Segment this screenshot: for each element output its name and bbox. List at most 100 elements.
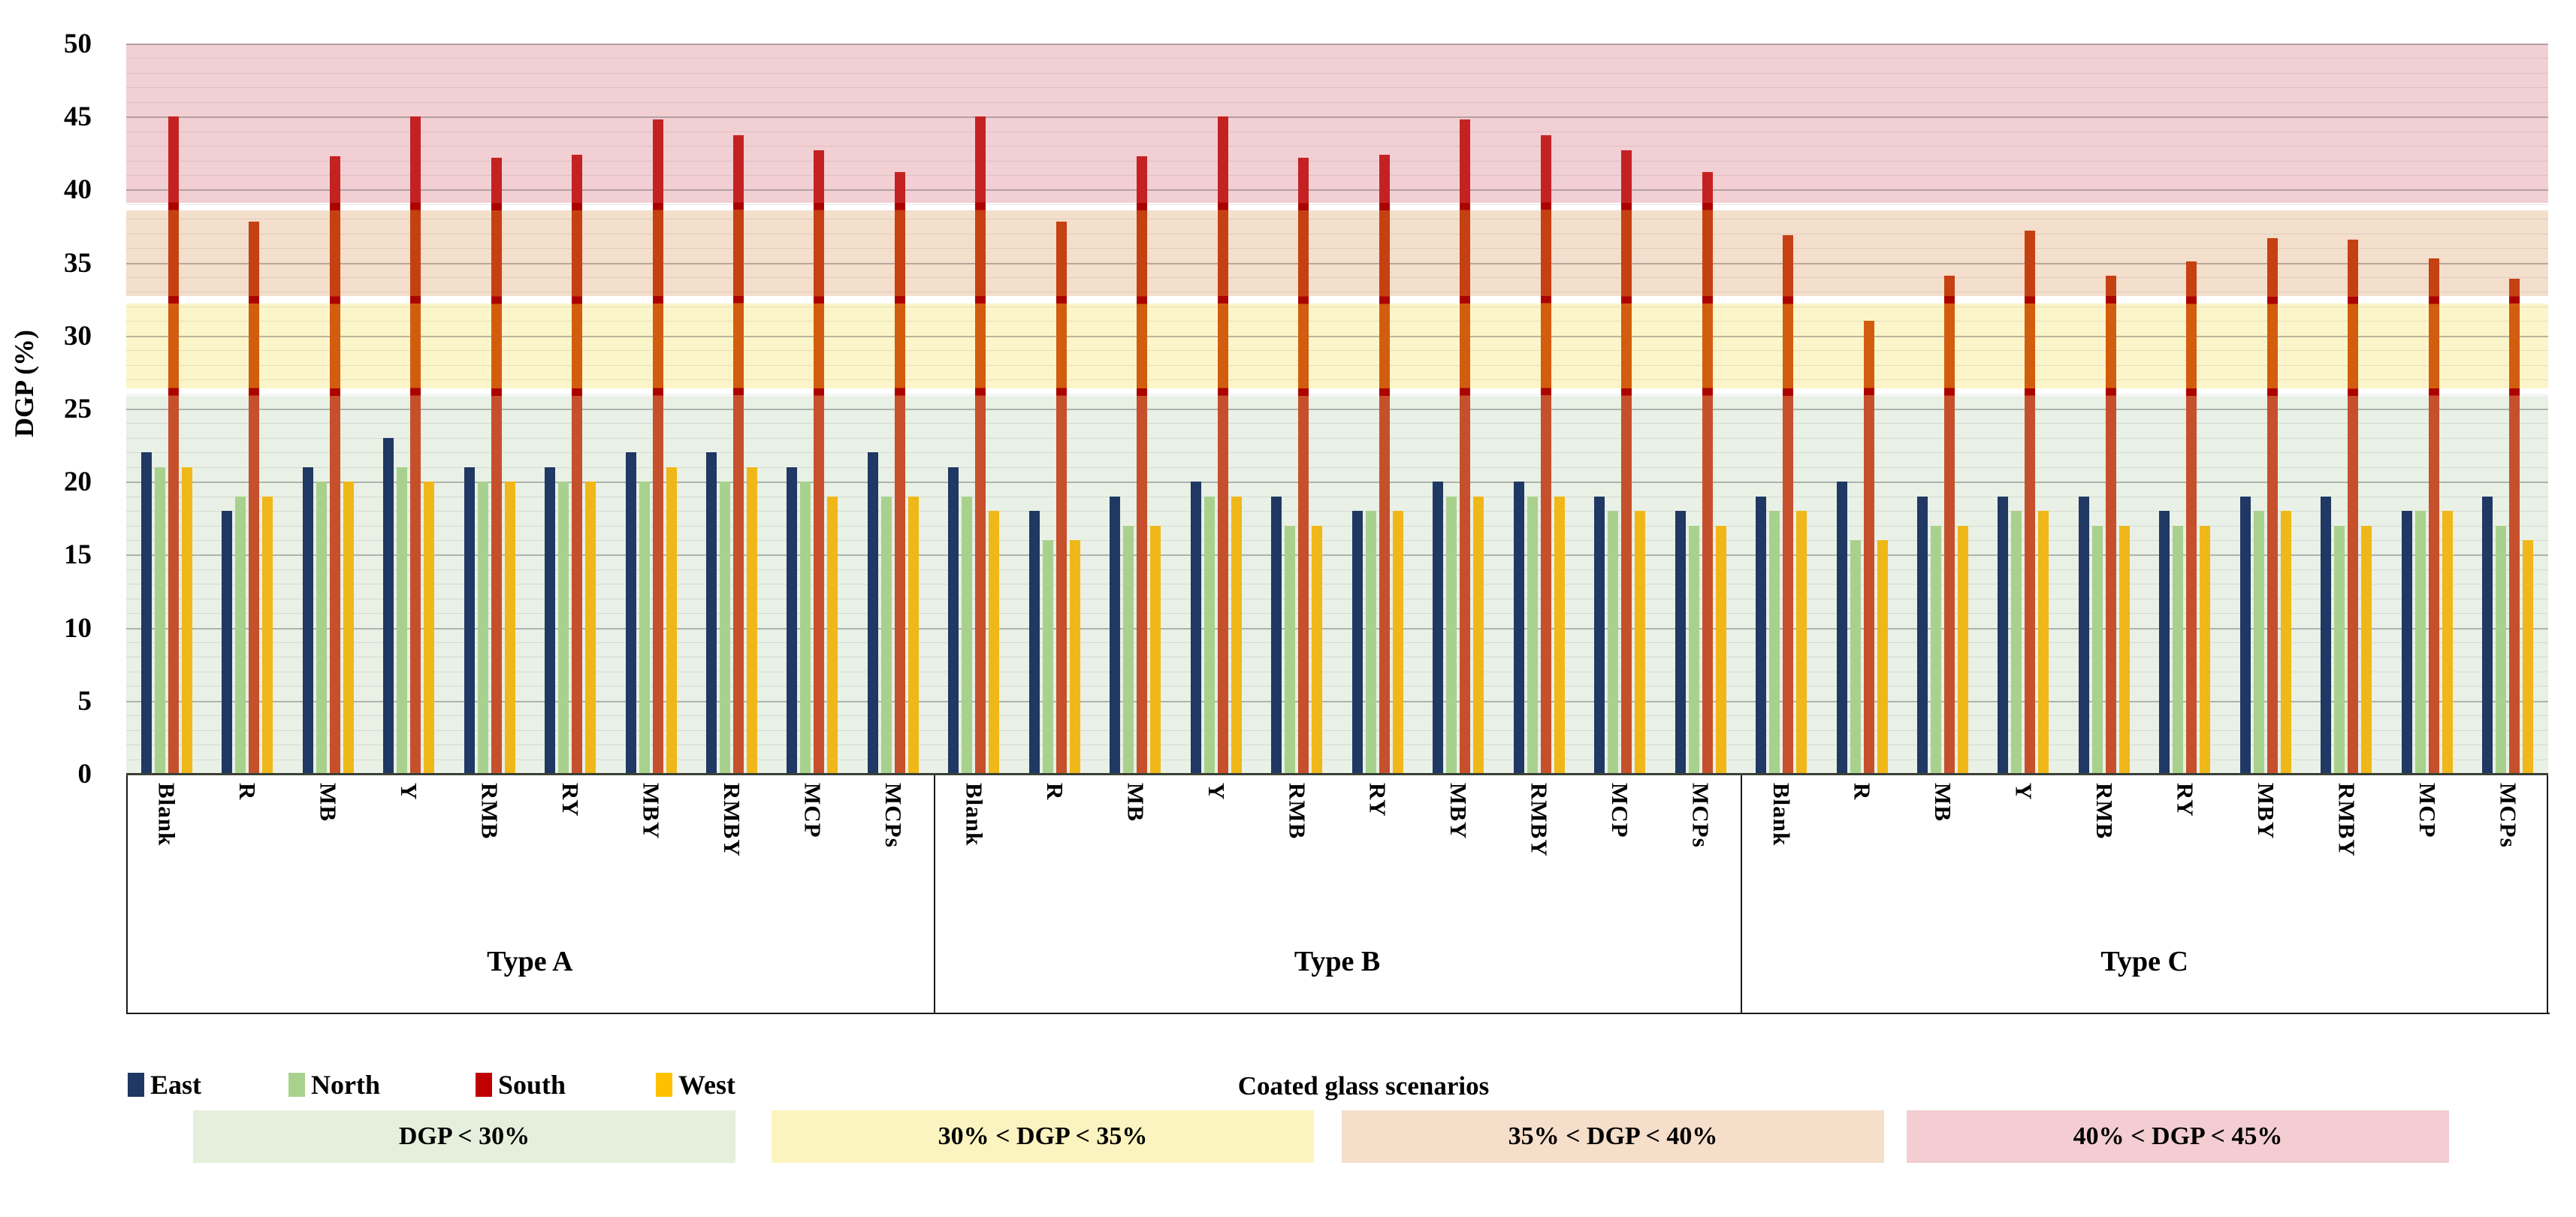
gridline-minor bbox=[126, 715, 2548, 717]
bar-east-r-type-a bbox=[222, 511, 233, 774]
x-category-label: MBY bbox=[1445, 783, 1472, 840]
bar-east-blank-type-c bbox=[1756, 496, 1767, 774]
gridline-minor bbox=[126, 467, 2548, 468]
bar-east-mcp-type-c bbox=[2401, 511, 2412, 774]
gridline-minor bbox=[126, 364, 2548, 366]
bar-south-mb-type-a bbox=[329, 156, 340, 774]
x-category-label: Blank bbox=[961, 783, 988, 847]
bar-east-blank-type-a bbox=[140, 452, 152, 774]
bar-west-rmb-type-a bbox=[504, 482, 515, 774]
bar-east-mby-type-a bbox=[625, 452, 636, 774]
legend-item-north: North bbox=[288, 1070, 380, 1100]
x-category-label: Blank bbox=[153, 783, 180, 847]
y-tick-5: 5 bbox=[77, 685, 92, 717]
gridline-minor bbox=[126, 686, 2548, 687]
gridline-minor bbox=[126, 321, 2548, 322]
gridline-minor bbox=[126, 744, 2548, 746]
band-zone-1 bbox=[126, 303, 2548, 388]
bar-north-mcps-type-b bbox=[1688, 525, 1699, 774]
bar-west-mcp-type-b bbox=[1635, 511, 1646, 774]
bar-south-mcps-type-b bbox=[1702, 172, 1713, 774]
band-zone-2 bbox=[126, 210, 2548, 297]
gridline-minor bbox=[126, 423, 2548, 424]
bar-east-ry-type-a bbox=[545, 467, 556, 774]
bar-north-mcp-type-c bbox=[2414, 511, 2426, 774]
bar-north-rmb-type-a bbox=[477, 482, 488, 774]
bar-south-mb-type-b bbox=[1137, 156, 1148, 774]
bar-east-ry-type-b bbox=[1351, 511, 1363, 774]
gridline-minor bbox=[126, 87, 2548, 89]
bar-south-r-type-c bbox=[1863, 321, 1874, 774]
bar-south-rmby-type-b bbox=[1540, 135, 1551, 774]
bar-south-mcps-type-a bbox=[894, 172, 905, 774]
bar-east-rmby-type-b bbox=[1513, 482, 1524, 774]
bar-east-y-type-a bbox=[383, 437, 394, 774]
gridline-minor bbox=[126, 58, 2548, 59]
bar-east-r-type-b bbox=[1028, 511, 1040, 774]
bar-east-mcps-type-c bbox=[2482, 496, 2493, 774]
bar-north-mcps-type-c bbox=[2496, 525, 2507, 774]
gridline-minor bbox=[126, 539, 2548, 541]
legend-swatch-north bbox=[288, 1073, 305, 1097]
bar-west-mby-type-a bbox=[666, 467, 677, 774]
bar-west-y-type-b bbox=[1231, 496, 1242, 774]
bar-west-ry-type-b bbox=[1392, 511, 1403, 774]
legend-item-west: West bbox=[656, 1070, 735, 1100]
bar-east-mcp-type-a bbox=[787, 467, 798, 774]
gridline-major bbox=[126, 554, 2548, 557]
y-tick-30: 30 bbox=[64, 320, 92, 352]
band-legend-box-0: DGP < 30% bbox=[193, 1110, 735, 1163]
gridline-major bbox=[126, 409, 2548, 410]
x-category-label: MB bbox=[1122, 783, 1149, 822]
bar-west-mb-type-a bbox=[343, 482, 354, 774]
legend-item-south: South bbox=[476, 1070, 566, 1100]
bar-east-rmb-type-b bbox=[1271, 496, 1282, 774]
x-category-label: RMB bbox=[2091, 783, 2118, 840]
plot-area bbox=[126, 44, 2548, 774]
legend-swatch-east bbox=[128, 1073, 144, 1097]
bar-north-mcp-type-a bbox=[800, 482, 811, 774]
gridline-minor bbox=[126, 291, 2548, 293]
bar-north-y-type-a bbox=[397, 467, 408, 774]
bar-south-r-type-a bbox=[249, 222, 260, 774]
bar-north-mby-type-a bbox=[639, 482, 650, 774]
bar-south-mcp-type-c bbox=[2428, 258, 2439, 774]
bar-south-mby-type-b bbox=[1460, 119, 1471, 774]
x-axis-line bbox=[126, 773, 2548, 775]
bar-west-blank-type-b bbox=[989, 511, 1000, 774]
bar-west-blank-type-c bbox=[1796, 511, 1807, 774]
legend-swatch-south bbox=[476, 1073, 492, 1097]
bar-east-mcps-type-b bbox=[1675, 511, 1686, 774]
bar-north-blank-type-b bbox=[962, 496, 973, 774]
gridline-major bbox=[126, 189, 2548, 192]
legend-label-south: South bbox=[498, 1070, 566, 1100]
gridline-minor bbox=[126, 452, 2548, 454]
gridline-major bbox=[126, 482, 2548, 484]
y-tick-40: 40 bbox=[64, 174, 92, 206]
bar-north-y-type-c bbox=[2011, 511, 2022, 774]
bar-west-rmby-type-c bbox=[2361, 525, 2372, 774]
gridline-major bbox=[126, 116, 2548, 119]
bar-south-y-type-b bbox=[1217, 116, 1228, 774]
y-tick-50: 50 bbox=[64, 29, 92, 59]
bar-west-rmby-type-a bbox=[747, 467, 757, 774]
band-legend-box-1: 30% < DGP < 35% bbox=[772, 1110, 1314, 1163]
bar-west-y-type-c bbox=[2038, 511, 2049, 774]
legend-label-west: West bbox=[678, 1070, 735, 1100]
bar-east-mcps-type-a bbox=[867, 452, 878, 774]
gridline-major bbox=[126, 627, 2548, 630]
gridline-minor bbox=[126, 131, 2548, 132]
bar-east-y-type-c bbox=[1998, 496, 2009, 774]
x-category-label: R bbox=[234, 783, 261, 801]
x-category-label: MB bbox=[1930, 783, 1956, 822]
gridline-minor bbox=[126, 437, 2548, 439]
x-category-label: RMBY bbox=[1526, 783, 1553, 857]
x-category-label: RMBY bbox=[2333, 783, 2360, 857]
bar-west-mby-type-b bbox=[1473, 496, 1484, 774]
x-category-label: RMB bbox=[476, 783, 503, 840]
legend-label-east: East bbox=[150, 1070, 202, 1100]
x-category-label: R bbox=[1849, 783, 1876, 801]
bar-east-rmb-type-a bbox=[464, 467, 475, 774]
x-category-label: Y bbox=[396, 783, 423, 801]
band-zone-3 bbox=[126, 44, 2548, 203]
